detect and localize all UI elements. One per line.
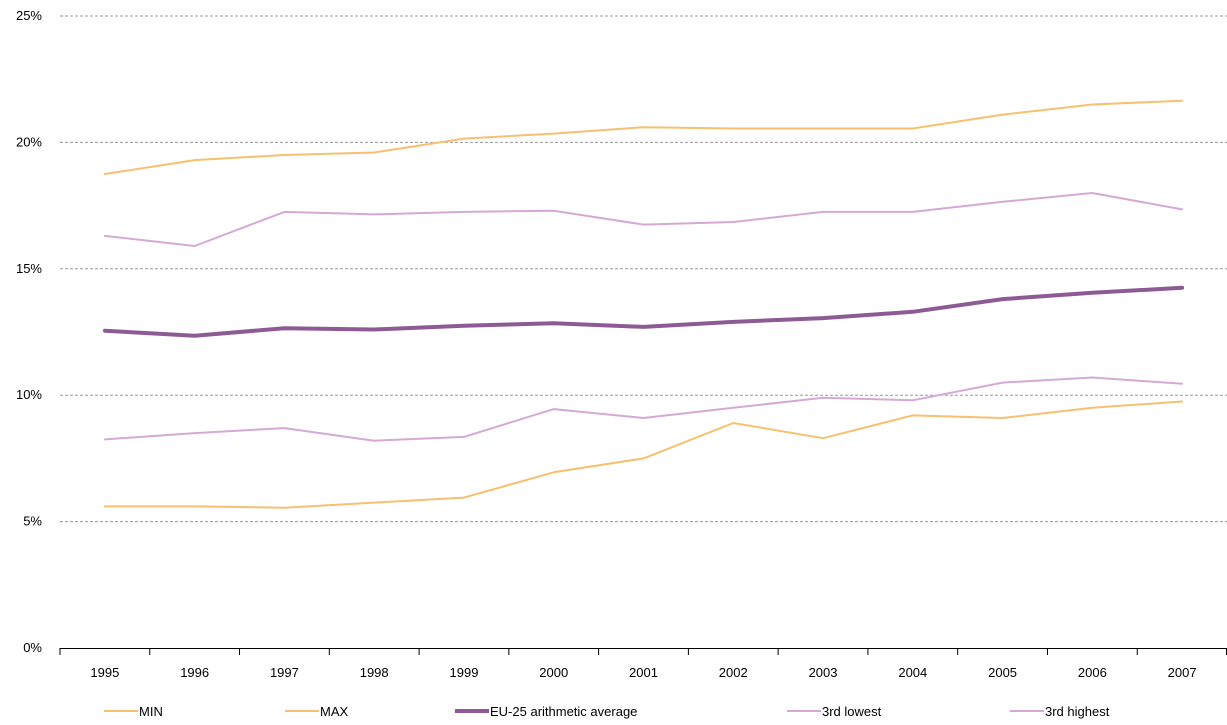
x-tick-label: 1996 — [180, 665, 209, 680]
x-tick-label: 2007 — [1168, 665, 1197, 680]
series-line-1 — [103, 99, 1184, 175]
x-tick-label: 2001 — [629, 665, 658, 680]
x-tick-label: 1998 — [360, 665, 389, 680]
x-tick-label: 1995 — [90, 665, 119, 680]
x-tick-label: 2004 — [898, 665, 927, 680]
y-tick-label: 20% — [16, 134, 42, 149]
x-tick-label: 2002 — [719, 665, 748, 680]
legend-label: 3rd lowest — [822, 704, 882, 719]
y-axis: 0% 5% 10% 15% 20% 25% — [16, 8, 42, 655]
legend-label: 3rd highest — [1045, 704, 1110, 719]
series-line-2 — [102, 285, 1185, 338]
legend-label: EU-25 arithmetic average — [490, 704, 637, 719]
series-line-4 — [103, 192, 1184, 247]
x-axis: 1995 1996 1997 1998 1999 2000 2001 2002 2003 2004… — [59, 648, 1227, 680]
y-tick-label: 15% — [16, 261, 42, 276]
y-tick-label: 0% — [23, 640, 42, 655]
legend: MIN MAX EU-25 arithmetic average 3rd lowest… — [104, 704, 1110, 719]
x-tick-label: 1999 — [450, 665, 479, 680]
gridlines — [60, 15, 1227, 523]
legend-label: MAX — [320, 704, 349, 719]
y-tick-label: 10% — [16, 387, 42, 402]
x-tick-label: 2000 — [539, 665, 568, 680]
x-tick-label: 2006 — [1078, 665, 1107, 680]
series-line-3 — [103, 376, 1184, 442]
y-tick-label: 5% — [23, 514, 42, 529]
x-tick-label: 2005 — [988, 665, 1017, 680]
x-tick-label: 2003 — [809, 665, 838, 680]
x-tick-label: 1997 — [270, 665, 299, 680]
legend-label: MIN — [139, 704, 163, 719]
series-lines — [102, 99, 1185, 509]
y-tick-label: 25% — [16, 8, 42, 23]
series-line-0 — [103, 400, 1184, 509]
